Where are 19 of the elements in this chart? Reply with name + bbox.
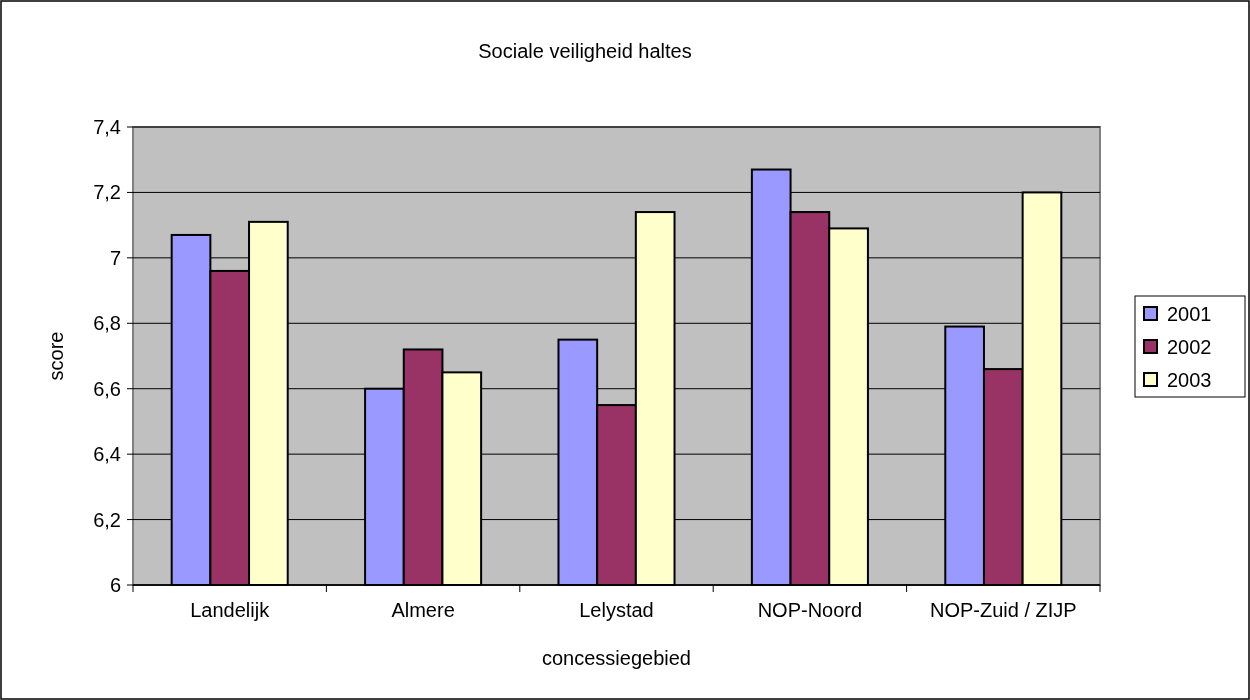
y-tick-label: 7 [109, 246, 121, 269]
x-tick-label: NOP-Noord [757, 599, 863, 621]
y-axis-title: score [45, 331, 67, 381]
legend-label: 2001 [1167, 303, 1212, 325]
y-tick-label: 7,2 [93, 181, 121, 204]
x-tick-label: Lelystad [579, 599, 654, 621]
legend-label: 2002 [1167, 336, 1212, 358]
x-tick-label: NOP-Zuid / ZIJP [929, 599, 1077, 621]
y-tick-label: 6,6 [93, 377, 121, 400]
y-tick-label: 6,4 [93, 443, 121, 466]
y-tick-label: 6,8 [93, 312, 121, 335]
x-tick-label: Almere [391, 599, 455, 621]
y-tick-label: 7,4 [93, 116, 121, 138]
y-tick-label: 6 [109, 574, 121, 596]
y-tick-label: 6,2 [93, 508, 121, 531]
legend-label: 2003 [1167, 369, 1212, 391]
x-tick-label: Landelijk [190, 599, 271, 621]
x-axis-title: concessiegebied [542, 647, 691, 669]
chart-title: Sociale veiligheid haltes [478, 40, 692, 62]
